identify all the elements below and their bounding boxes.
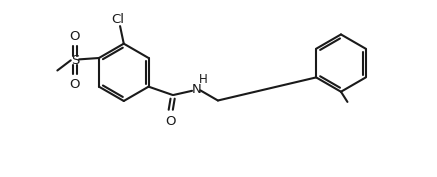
Text: N: N [192,83,201,96]
Text: S: S [71,54,79,67]
Text: H: H [199,73,208,86]
Text: O: O [69,78,80,91]
Text: O: O [166,115,176,128]
Text: Cl: Cl [112,13,125,26]
Text: O: O [69,30,80,43]
